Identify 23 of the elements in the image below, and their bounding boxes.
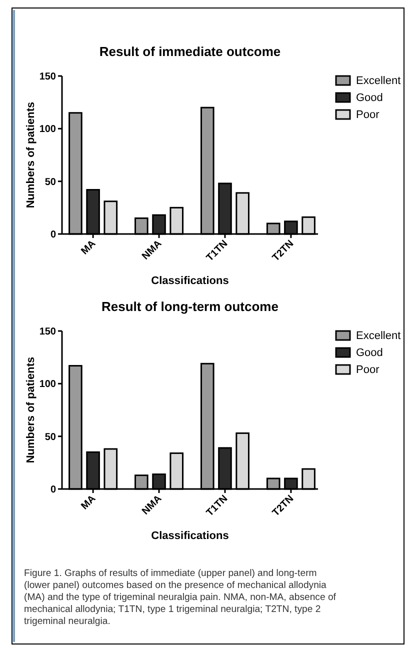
legend-label: Excellent <box>356 330 401 342</box>
chart-title: Result of long-term outcome <box>102 299 278 314</box>
y-tick-label: 100 <box>39 379 56 390</box>
y-tick-label: 0 <box>50 230 56 240</box>
x-axis-title: Classifications <box>151 275 229 287</box>
x-tick-label: MA <box>79 493 98 512</box>
legend-label: Good <box>356 347 383 359</box>
y-tick-label: 150 <box>39 72 56 82</box>
caption: Figure 1. Graphs of results of immediate (upper panel) and long-term (lower panel) outcomes based on the presence of mechanical allodynia (MA) and the type of trigeminal neuralgia pain. NMA, non-MA, absence of mechanical allodynia; T1TN, type 1 trigeminal neuralgia; T2TN, type 2 trigeminal neuralgia. <box>24 568 336 627</box>
y-tick-label: 50 <box>44 432 56 443</box>
legend-label: Good <box>356 92 383 104</box>
legend-label: Poor <box>356 364 380 376</box>
legend-label: Poor <box>356 109 380 121</box>
y-tick-label: 50 <box>44 176 56 188</box>
x-axis-title: Classifications <box>151 530 229 542</box>
y-tick-label: 100 <box>39 124 56 136</box>
y-tick-label: 0 <box>50 484 56 496</box>
y-tick-label: 150 <box>39 326 56 338</box>
chart-title: Result of immediate outcome <box>99 44 281 59</box>
y-axis-title: Numbers of patients <box>25 356 37 464</box>
x-tick-label: MA <box>79 238 98 258</box>
legend-label: Excellent <box>356 75 401 87</box>
y-axis-title: Numbers of patients <box>25 102 37 208</box>
